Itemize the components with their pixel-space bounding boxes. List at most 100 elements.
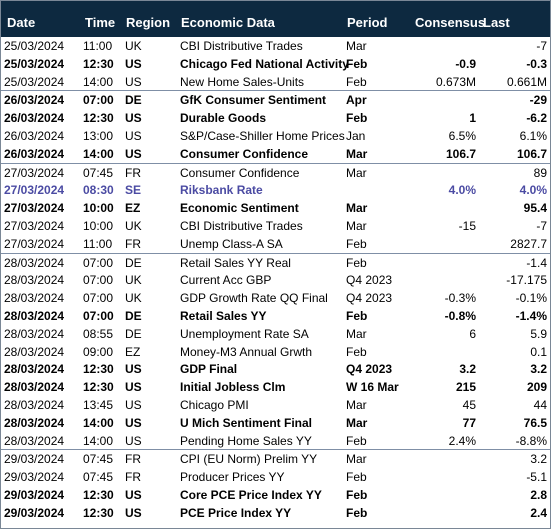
cell-period: Feb [346, 433, 367, 448]
cell-consensus: 1 [469, 111, 476, 126]
cell-region: US [125, 111, 142, 126]
table-row[interactable]: 25/03/2024 12:30 US Chicago Fed National Ac… [1, 55, 550, 73]
table-row[interactable]: 28/03/2024 13:45 US Chicago PMI Mar 45 44 [1, 396, 550, 414]
cell-period: W 16 Mar [346, 380, 399, 395]
cell-economic-data: Producer Prices YY [180, 470, 285, 485]
cell-date: 29/03/2024 [4, 505, 65, 520]
cell-period: Feb [346, 236, 367, 251]
cell-period: Mar [346, 397, 367, 412]
cell-time: 11:00 [83, 39, 113, 53]
cell-date: 28/03/2024 [4, 397, 65, 412]
cell-consensus: -15 [458, 218, 476, 233]
cell-time: 07:00 [83, 93, 114, 108]
table-row[interactable]: 26/03/2024 07:00 DE GfK Consumer Sentiment A… [1, 90, 550, 109]
table-row[interactable]: 29/03/2024 07:45 FR CPI (EU Norm) Prelim YY… [1, 449, 550, 468]
header-last[interactable]: Last [483, 15, 510, 30]
cell-last: 89 [533, 165, 547, 180]
cell-last: 0.1 [530, 344, 547, 359]
cell-consensus: 3.2 [459, 362, 476, 377]
cell-date: 28/03/2024 [4, 255, 65, 270]
table-row[interactable]: 27/03/2024 08:30 SE Riksbank Rate 4.0% 4.0% [1, 181, 550, 199]
cell-economic-data: GDP Growth Rate QQ Final [180, 291, 328, 306]
table-row[interactable]: 27/03/2024 07:45 FR Consumer Confidence Mar 8… [1, 162, 550, 182]
cell-economic-data: Core PCE Price Index YY [180, 487, 322, 502]
table-row[interactable]: 28/03/2024 14:00 US U Mich Sentiment Final M… [1, 414, 550, 432]
table-row[interactable]: 29/03/2024 12:30 US PCE Price Index YY Feb 2.… [1, 504, 550, 522]
cell-region: DE [125, 308, 142, 323]
cell-time: 13:00 [83, 128, 114, 143]
cell-time: 12:30 [83, 487, 114, 502]
cell-economic-data: Money-M3 Annual Grwth [180, 344, 313, 359]
cell-last: -1.4% [515, 308, 547, 323]
table-row[interactable]: 28/03/2024 07:00 DE Retail Sales YY Feb -0.8%… [1, 307, 550, 325]
header-economic-data[interactable]: Economic Data [181, 15, 275, 30]
cell-period: Q4 2023 [346, 273, 393, 288]
cell-economic-data: CBI Distributive Trades [180, 39, 303, 53]
table-row[interactable]: 28/03/2024 14:00 US Pending Home Sales YY Fe… [1, 432, 550, 450]
cell-consensus: 106.7 [445, 146, 476, 161]
cell-consensus: -0.3% [444, 291, 476, 306]
table-body: 25/03/2024 11:00 UK CBI Distributive Trades… [1, 37, 550, 522]
cell-last: -7 [536, 39, 547, 53]
cell-economic-data: Consumer Confidence [180, 165, 300, 180]
cell-consensus: 215 [455, 380, 476, 395]
cell-period: Mar [346, 165, 367, 180]
cell-period: Feb [346, 111, 368, 126]
cell-last: -5.1 [526, 470, 547, 485]
table-row[interactable]: 28/03/2024 07:00 DE Retail Sales YY Real Feb… [1, 252, 550, 272]
table-row[interactable]: 28/03/2024 07:00 UK Current Acc GBP Q4 2023 -… [1, 271, 550, 289]
cell-economic-data: Economic Sentiment [180, 201, 299, 216]
cell-period: Mar [346, 39, 367, 53]
cell-region: UK [125, 218, 142, 233]
cell-period: Feb [346, 74, 367, 89]
table-row[interactable]: 29/03/2024 12:30 US Core PCE Price Index YY… [1, 486, 550, 504]
cell-period: Feb [346, 308, 368, 323]
header-time[interactable]: Time [85, 15, 116, 30]
cell-period: Feb [346, 487, 368, 502]
table-row[interactable]: 27/03/2024 10:00 UK CBI Distributive Trades… [1, 217, 550, 235]
table-row[interactable]: 28/03/2024 07:00 UK GDP Growth Rate QQ Fina… [1, 289, 550, 307]
table-row[interactable]: 28/03/2024 08:55 DE Unemployment Rate SA Mar… [1, 325, 550, 343]
cell-last: -17.175 [506, 273, 547, 288]
cell-date: 28/03/2024 [4, 308, 65, 323]
cell-economic-data: Riksbank Rate [180, 183, 263, 198]
cell-time: 07:00 [83, 273, 114, 288]
cell-date: 29/03/2024 [4, 487, 65, 502]
cell-time: 07:45 [83, 470, 114, 485]
cell-time: 07:45 [83, 165, 114, 180]
cell-last: 2827.7 [510, 236, 547, 251]
table-row[interactable]: 28/03/2024 09:00 EZ Money-M3 Annual Grwth Fe… [1, 343, 550, 361]
table-row[interactable]: 26/03/2024 12:30 US Durable Goods Feb 1 -6.2 [1, 109, 550, 127]
table-row[interactable]: 28/03/2024 12:30 US Initial Jobless Clm W 16… [1, 378, 550, 396]
cell-last: -0.1% [515, 291, 547, 306]
cell-region: US [125, 74, 142, 89]
cell-period: Jan [346, 128, 366, 143]
table-row[interactable]: 27/03/2024 10:00 EZ Economic Sentiment Mar 95… [1, 199, 550, 217]
cell-period: Feb [346, 344, 367, 359]
table-row[interactable]: 27/03/2024 11:00 FR Unemp Class-A SA Feb 2827… [1, 235, 550, 253]
cell-time: 07:00 [83, 291, 114, 306]
cell-period: Apr [346, 93, 367, 108]
cell-period: Mar [346, 146, 368, 161]
table-row[interactable]: 28/03/2024 12:30 US GDP Final Q4 2023 3.2 3.2 [1, 360, 550, 378]
cell-date: 26/03/2024 [4, 128, 65, 143]
table-row[interactable]: 25/03/2024 14:00 US New Home Sales-Units Feb… [1, 73, 550, 91]
table-row[interactable]: 26/03/2024 14:00 US Consumer Confidence Mar 1… [1, 145, 550, 163]
cell-last: 3.2 [530, 452, 547, 467]
header-region[interactable]: Region [126, 15, 171, 30]
table-row[interactable]: 26/03/2024 13:00 US S&P/Case-Shiller Home P… [1, 127, 550, 145]
header-consensus[interactable]: Consensus [415, 15, 486, 30]
cell-period: Q4 2023 [346, 291, 393, 306]
cell-consensus: 4.0% [448, 183, 476, 198]
header-period[interactable]: Period [347, 15, 388, 30]
cell-date: 27/03/2024 [4, 218, 65, 233]
cell-time: 11:00 [83, 236, 113, 251]
cell-last: 209 [526, 380, 547, 395]
cell-time: 09:00 [83, 344, 114, 359]
table-row[interactable]: 29/03/2024 07:45 FR Producer Prices YY Feb -5… [1, 468, 550, 486]
cell-time: 08:55 [83, 326, 114, 341]
header-date[interactable]: Date [7, 15, 36, 30]
table-row[interactable]: 25/03/2024 11:00 UK CBI Distributive Trades… [1, 37, 550, 55]
cell-region: DE [125, 93, 142, 108]
